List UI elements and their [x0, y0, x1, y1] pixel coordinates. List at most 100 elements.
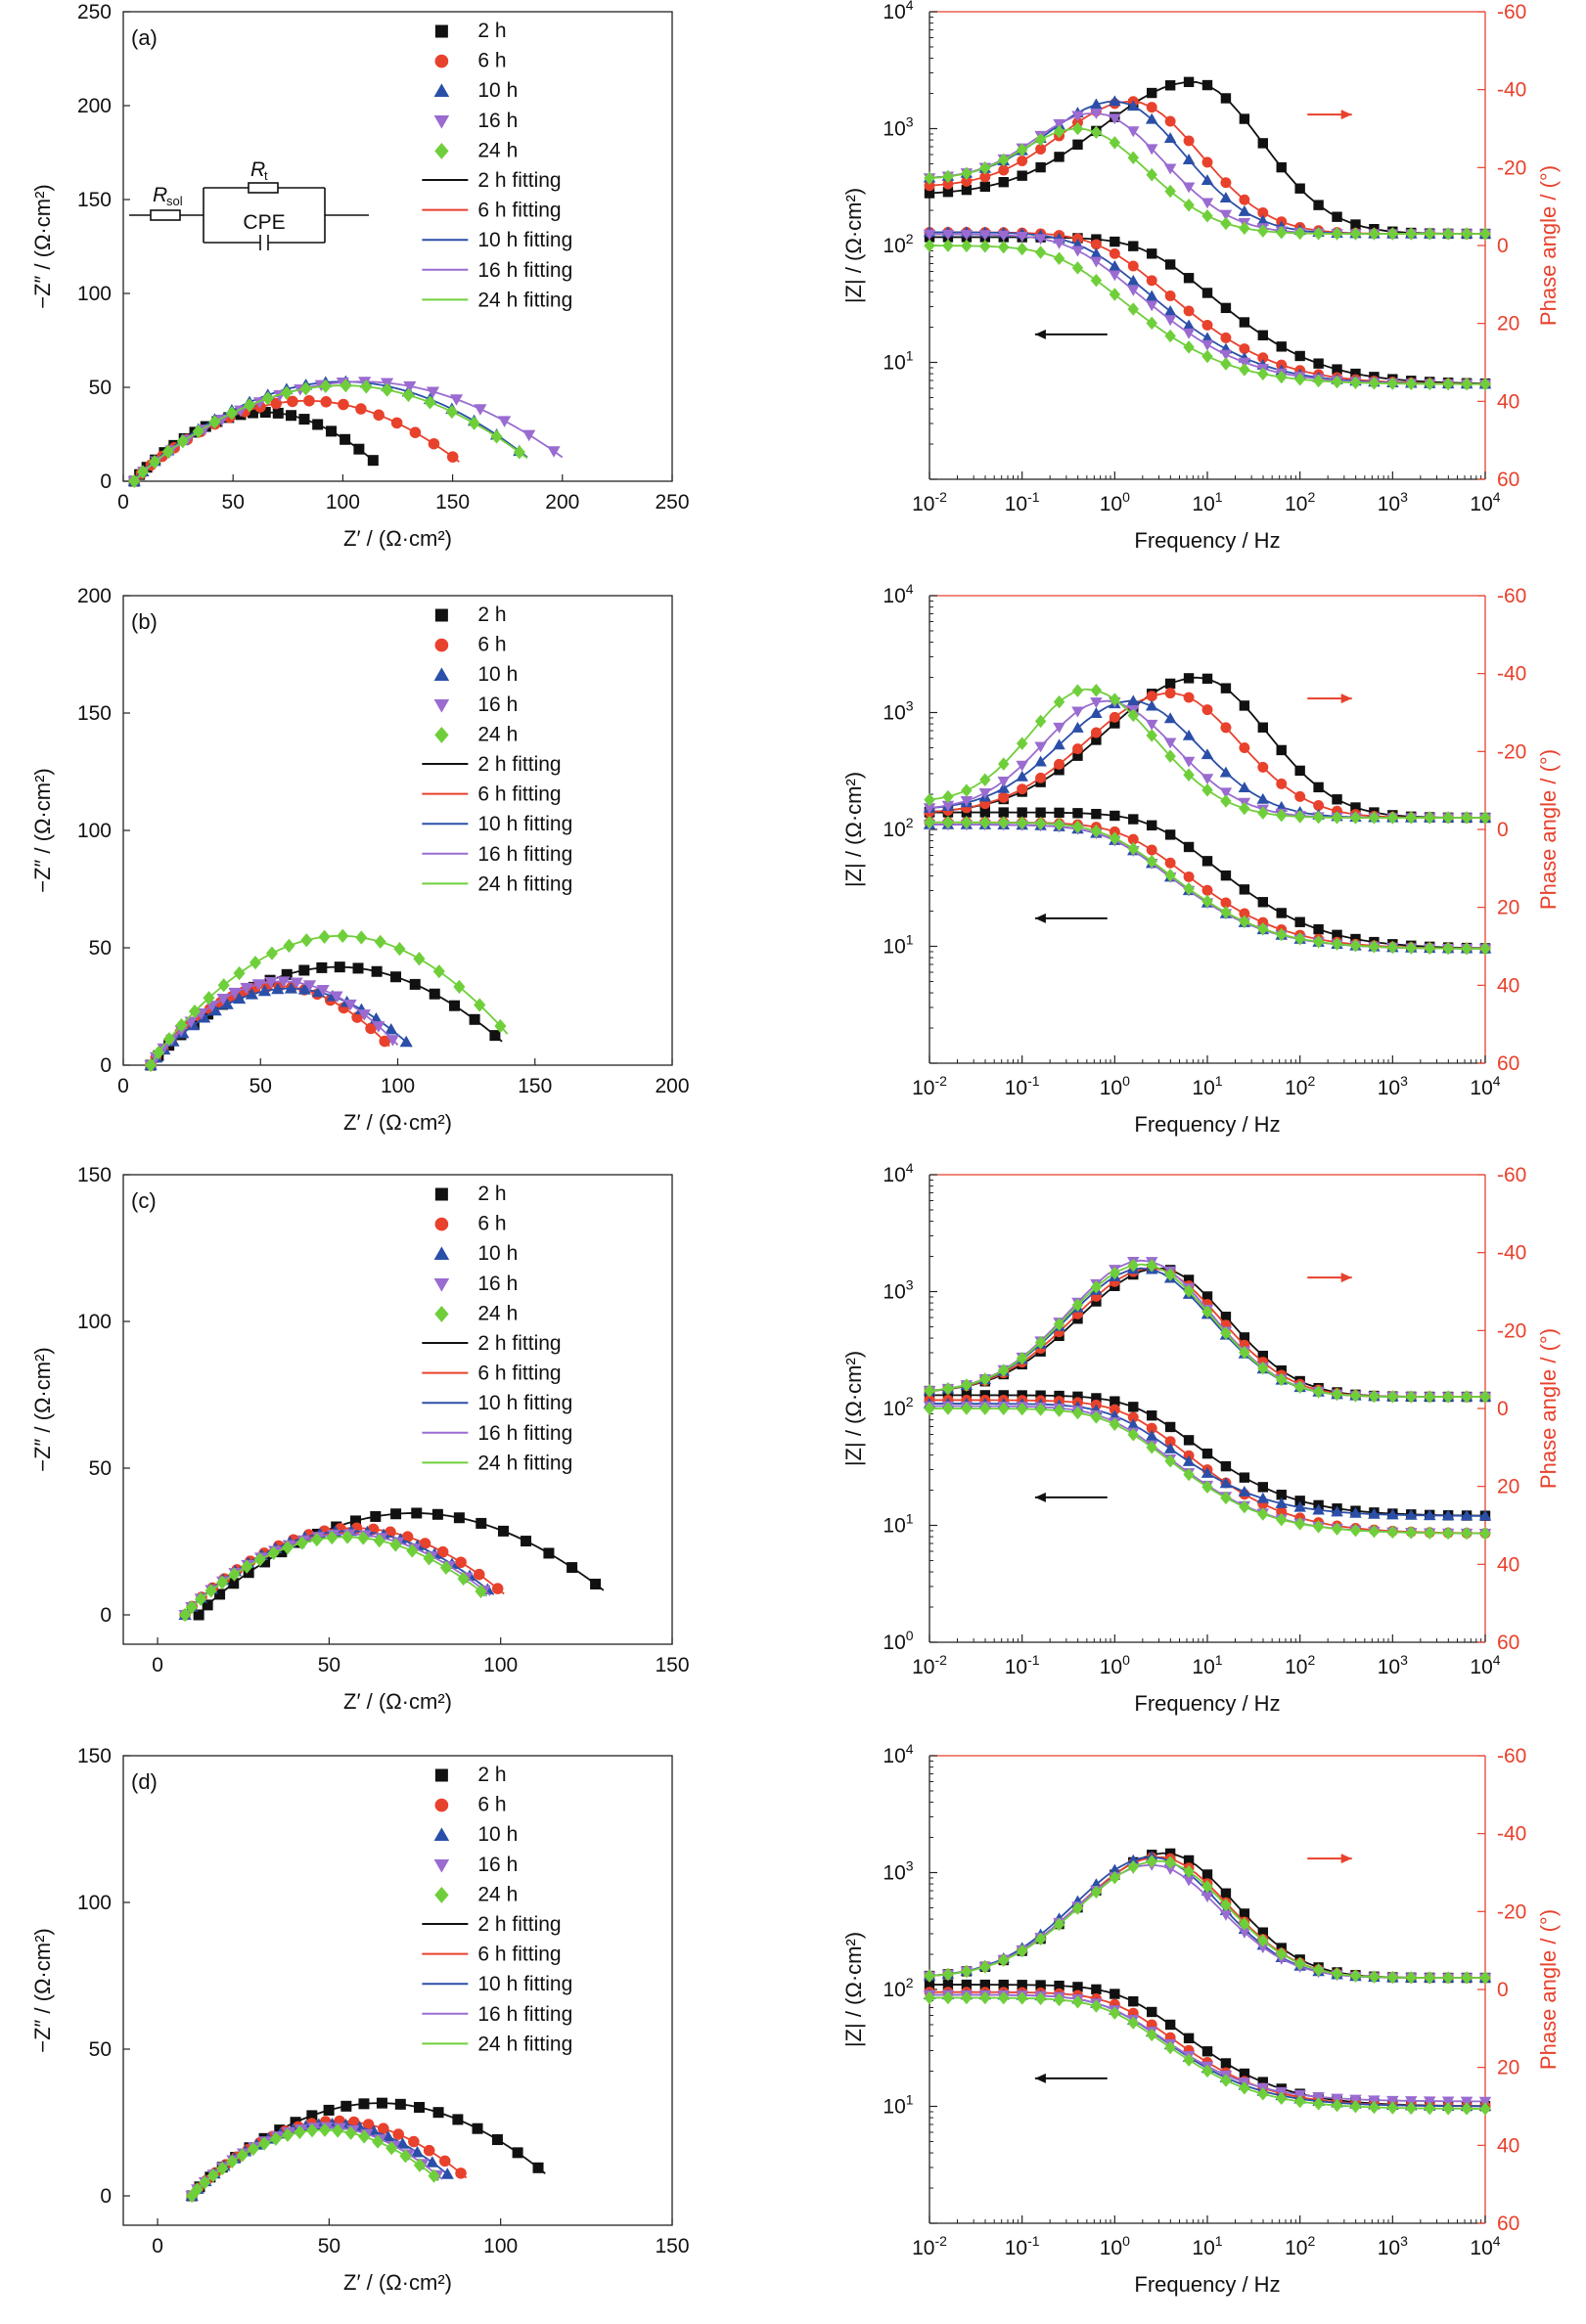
phase-point [942, 187, 954, 198]
data-point [376, 2097, 387, 2109]
phase-point [1257, 1361, 1269, 1375]
phase-point [1257, 1927, 1268, 1938]
data-point [267, 1545, 280, 1561]
impedance-point [941, 229, 955, 241]
impedance-point [1424, 941, 1435, 956]
phase-point [1276, 778, 1288, 789]
y-tick-exponent: 2 [906, 1394, 914, 1409]
phase-point [1091, 735, 1102, 745]
impedance-point [1313, 358, 1324, 369]
data-point [306, 2110, 318, 2122]
data-point [426, 386, 440, 399]
phase-point [1164, 184, 1176, 199]
phase-point [1201, 1869, 1213, 1880]
impedance-point [1479, 1526, 1491, 1541]
phase-point [1017, 170, 1027, 181]
impedance-point [1183, 273, 1195, 284]
y-tick-label: 150 [77, 189, 112, 211]
data-point [382, 2129, 395, 2142]
y-tick-label: 100 [77, 1311, 112, 1333]
x-tick-label: 0 [152, 1654, 163, 1676]
data-point [193, 1609, 204, 1621]
legend-label: 6 h [477, 1794, 506, 1816]
y-tick-exponent: 3 [906, 1277, 914, 1293]
phase-point [1072, 743, 1083, 755]
nyquist-panel-b: 0 50 100 150 200 0 50 100 150 200 Z′ / (Ω·cm²) −Z″ … [30, 585, 690, 1135]
phase-point [1220, 1898, 1232, 1912]
impedance-point [1423, 1509, 1436, 1521]
phase-point [1257, 761, 1269, 773]
data-point [340, 433, 351, 445]
legend-label: 24 h [477, 723, 518, 745]
phase-point [924, 180, 935, 192]
x-tick-exponent: -1 [1027, 1073, 1040, 1089]
data-point [409, 978, 421, 990]
impedance-point [1220, 2074, 1232, 2087]
phase-point [1405, 1390, 1417, 1404]
y2-axis-title: Phase angle / (°) [1536, 165, 1561, 326]
impedance-point [1201, 288, 1213, 298]
y-tick-label: 250 [77, 1, 112, 23]
impedance-point [1071, 1995, 1084, 2009]
impedance-point [1368, 1524, 1381, 1539]
phase-point [1294, 183, 1305, 194]
phase-axis-arrow [1307, 1854, 1352, 1864]
data-point [162, 1032, 176, 1047]
data-point [373, 1533, 385, 1548]
x-tick-exponent: 0 [1122, 1652, 1130, 1668]
phase-point [1238, 782, 1251, 793]
phase-point [998, 153, 1010, 167]
data-point [431, 1508, 443, 1520]
phase-point [1276, 744, 1287, 756]
data-point [440, 2168, 454, 2179]
legend-marker [433, 698, 450, 713]
phase-point [1479, 1390, 1491, 1404]
y-tick-label: 0 [100, 1604, 112, 1627]
phase-point [1405, 227, 1417, 241]
phase-point [924, 171, 935, 185]
phase-point [1110, 718, 1120, 729]
phase-point [1053, 1917, 1065, 1932]
rt-label: R [250, 158, 265, 181]
phase-point [1182, 1875, 1196, 1887]
phase-point [960, 795, 974, 807]
data-point [319, 379, 332, 393]
impedance-point [1201, 332, 1214, 343]
impedance-point [1368, 1507, 1381, 1519]
impedance-point [942, 239, 954, 252]
data-point [395, 2137, 410, 2149]
phase-point [1349, 1969, 1362, 1983]
data-point [360, 380, 373, 394]
data-point [228, 1578, 240, 1589]
data-point [475, 1584, 487, 1599]
impedance-point [1164, 857, 1176, 869]
impedance-point [1183, 1467, 1195, 1482]
phase-point [1183, 673, 1195, 684]
phase-point [1146, 1259, 1157, 1273]
data-point [332, 2123, 344, 2138]
impedance-point [1239, 908, 1250, 919]
arrow-head [1340, 1273, 1352, 1283]
phase-point [1424, 1390, 1435, 1404]
phase-point [1035, 161, 1046, 173]
x-tick-exponent: 4 [1493, 1073, 1501, 1089]
plot-frame [122, 1755, 673, 2226]
impedance-point [1053, 238, 1065, 249]
impedance-point [1239, 1472, 1250, 1483]
impedance-point [1386, 1508, 1399, 1520]
phase-point [1163, 163, 1177, 175]
x-axis-title: Frequency / Hz [1134, 1112, 1280, 1137]
phase-point [1145, 112, 1158, 124]
y-tick-label: 102 [883, 1975, 913, 2001]
impedance-point [1127, 1427, 1139, 1442]
impedance-point [1219, 349, 1233, 361]
impedance-point [1386, 1525, 1399, 1540]
phase-point [1090, 1885, 1103, 1899]
phase-point [1145, 699, 1158, 711]
impedance-point [1368, 940, 1381, 954]
arrow-head [1034, 2073, 1046, 2083]
impedance-point [942, 1990, 954, 2005]
y-axis-title: −Z″ / (Ω·cm²) [30, 1928, 55, 2053]
data-point [283, 938, 295, 954]
